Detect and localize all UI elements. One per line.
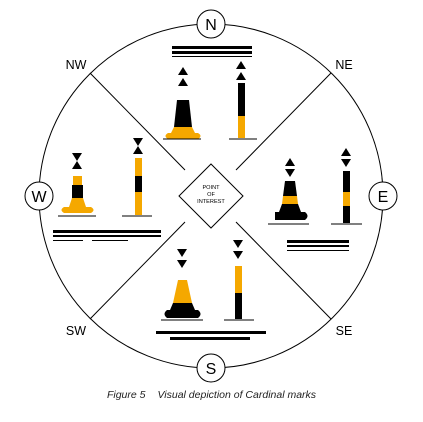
south-spar-topmark-upper-icon	[233, 240, 243, 248]
east-spar	[331, 148, 362, 225]
south-topmark-upper-icon	[177, 249, 187, 257]
east-spar-topmark-upper-icon	[341, 148, 351, 156]
label-nw: NW	[66, 58, 87, 72]
north-light-pattern	[172, 46, 252, 57]
west-topmark-upper-icon	[72, 161, 82, 169]
divider-se	[235, 221, 332, 320]
label-se: SE	[336, 324, 353, 338]
north-cardinal-mark	[163, 46, 257, 140]
divider-ne	[235, 72, 332, 171]
south-spar	[224, 240, 254, 321]
point-of-interest-diamond	[178, 163, 244, 229]
caption-text: Visual depiction of Cardinal marks	[157, 389, 317, 401]
north-topmark-upper-icon	[178, 67, 188, 75]
center-label-line3: INTEREST	[197, 199, 225, 205]
north-spar	[229, 61, 257, 140]
south-buoy	[161, 249, 203, 321]
west-topmark-lower-icon	[72, 153, 82, 161]
label-sw: SW	[66, 324, 86, 338]
figure-caption: Figure 5 Visual depiction of Cardinal mar…	[0, 389, 423, 401]
east-light-pattern	[287, 240, 349, 251]
east-buoy	[268, 158, 309, 225]
cardinal-marks-diagram: POINT OF INTEREST N S W E NW NE SW SE	[24, 9, 398, 383]
compass-east: E	[368, 181, 398, 211]
compass-south-label: S	[206, 361, 217, 378]
divider-sw	[89, 221, 186, 320]
east-cardinal-mark	[268, 148, 362, 251]
north-spar-topmark-upper-icon	[236, 61, 246, 69]
south-spar-topmark-lower-icon	[233, 251, 243, 259]
west-spar-topmark-lower-icon	[133, 138, 143, 146]
caption-figure-number: Figure 5	[106, 389, 146, 401]
south-cardinal-mark	[156, 240, 266, 340]
east-topmark-lower-icon	[285, 169, 295, 177]
south-topmark-lower-icon	[177, 260, 187, 268]
compass-west-label: W	[31, 189, 47, 206]
north-topmark-lower-icon	[178, 78, 188, 86]
compass-north-label: N	[205, 17, 217, 34]
north-buoy	[163, 67, 201, 140]
north-spar-topmark-lower-icon	[236, 72, 246, 80]
east-spar-topmark-lower-icon	[341, 159, 351, 167]
compass-west: W	[24, 181, 54, 211]
center-label-line2: OF	[207, 192, 215, 198]
compass-south: S	[196, 353, 226, 383]
south-light-pattern	[156, 331, 266, 340]
center-label-line1: POINT	[202, 185, 220, 191]
west-cardinal-mark	[53, 138, 161, 241]
west-spar	[122, 138, 152, 217]
east-topmark-upper-icon	[285, 158, 295, 166]
divider-nw	[89, 72, 186, 171]
compass-east-label: E	[378, 189, 389, 206]
west-buoy	[58, 153, 96, 217]
compass-north: N	[196, 9, 226, 39]
label-ne: NE	[335, 58, 352, 72]
west-spar-topmark-upper-icon	[133, 146, 143, 154]
west-light-pattern	[53, 230, 161, 241]
